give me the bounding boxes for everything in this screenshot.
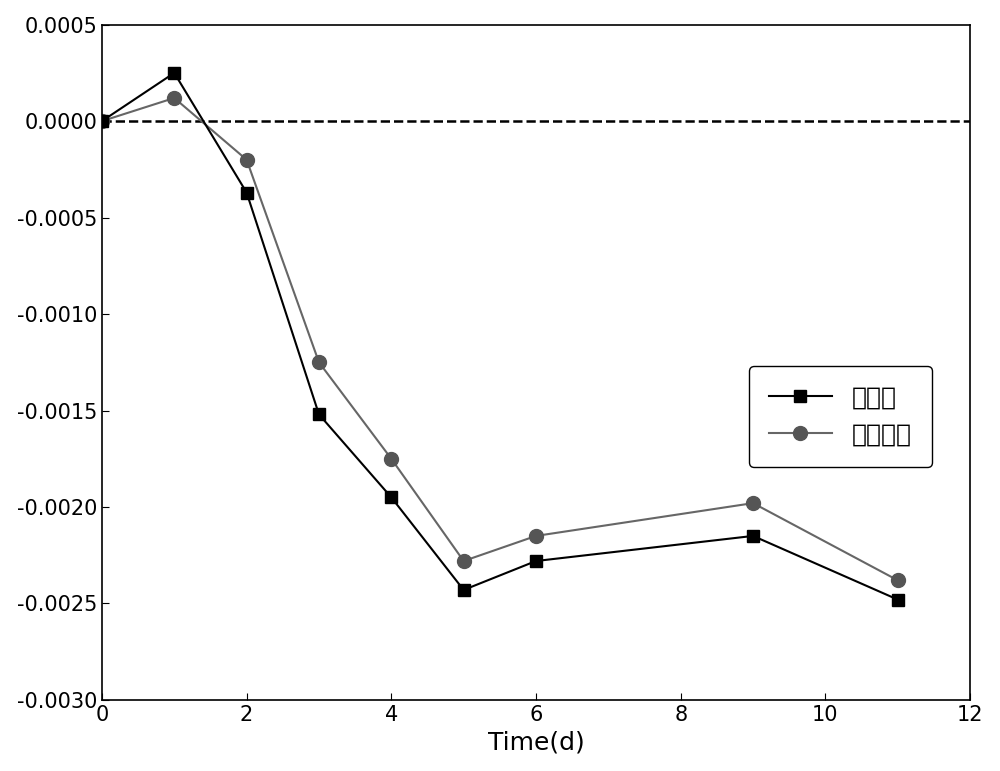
- 对照组: [313, 409, 325, 419]
- Line: 维生素组: 维生素组: [95, 91, 905, 588]
- Legend: 对照组, 维生素组: 对照组, 维生素组: [749, 366, 932, 466]
- 维生素组: [458, 557, 470, 566]
- 维生素组: [168, 93, 180, 103]
- 维生素组: [241, 155, 253, 164]
- 对照组: [241, 188, 253, 197]
- 对照组: [168, 69, 180, 78]
- 维生素组: [385, 454, 397, 463]
- 维生素组: [530, 531, 542, 540]
- 对照组: [747, 531, 759, 540]
- 对照组: [530, 557, 542, 566]
- 维生素组: [892, 576, 904, 585]
- 维生素组: [313, 358, 325, 367]
- 对照组: [458, 585, 470, 594]
- 对照组: [385, 493, 397, 502]
- 维生素组: [96, 116, 108, 126]
- 对照组: [96, 116, 108, 126]
- 维生素组: [747, 499, 759, 508]
- X-axis label: Time(d): Time(d): [488, 730, 584, 754]
- 对照组: [892, 595, 904, 604]
- Line: 对照组: 对照组: [96, 67, 903, 605]
